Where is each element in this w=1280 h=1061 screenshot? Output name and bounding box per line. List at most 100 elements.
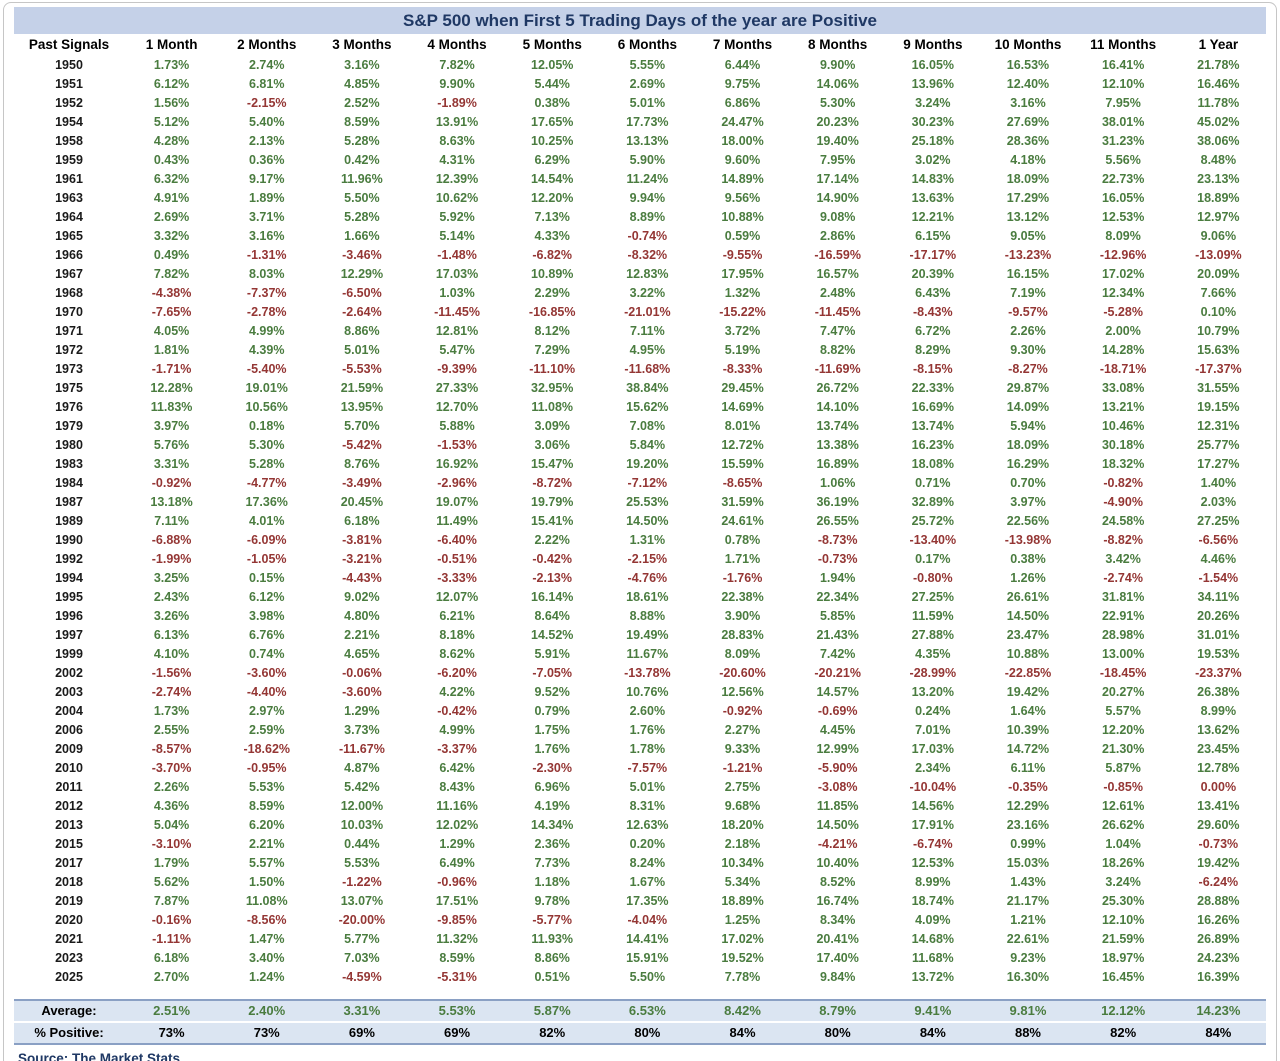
value-cell: 0.79% [534,704,570,718]
value-cell: 1.89% [249,191,285,205]
value-cell: -8.33% [722,362,763,376]
value-cell: 11.93% [531,932,574,946]
year-cell: 1983 [55,457,83,471]
value-cell: 3.98% [249,609,285,623]
value-cell: -2.13% [532,571,572,585]
value-cell: 11.96% [341,172,383,186]
value-cell: 11.68% [911,951,954,965]
value-cell: 29.60% [1197,818,1240,832]
year-row: 1966 0.49% -1.31% -3.46% -1.48% -6.82% -8.32% -… [14,246,1266,265]
column-header: 10 Months [994,37,1062,52]
value-cell: 12.78% [1197,761,1240,775]
value-cell: -6.24% [1198,875,1239,889]
value-cell: 17.65% [531,115,574,129]
value-cell: 12.53% [911,856,955,870]
column-header: 1 Year [1198,37,1239,52]
value-cell: 6.15% [915,229,951,243]
table-body: 1950 1.73% 2.74% 3.16% 7.82% 12.05% 5.55% 6.44%… [14,56,1266,987]
value-cell: 6.44% [724,58,761,72]
value-cell: 1.50% [249,875,285,889]
year-row: 1961 6.32% 9.17% 11.96% 12.39% 14.54% 11.24% 14… [14,170,1266,189]
value-cell: 3.90% [724,609,761,623]
year-row: 1971 4.05% 4.99% 8.86% 12.81% 8.12% 7.11% 3.72%… [14,322,1266,341]
value-cell: 21.59% [1101,932,1145,946]
value-cell: -0.74% [627,229,668,243]
value-cell: 8.43% [439,780,475,794]
value-cell: 9.94% [629,191,666,205]
value-cell: 16.89% [816,457,859,471]
value-cell: 31.81% [1101,590,1145,604]
value-cell: -7.05% [532,666,572,680]
year-cell: 2011 [55,780,83,794]
value-cell: -3.10% [151,837,192,851]
year-row: 2020 -0.16% -8.56% -20.00% -9.85% -5.77% -4.04… [14,911,1266,930]
value-cell: 5.57% [1105,704,1141,718]
value-cell: 11.08% [245,894,288,908]
value-cell: 9.78% [534,894,570,908]
value-cell: 22.33% [911,381,955,395]
value-cell: 27.33% [435,381,479,395]
value-cell: 8.76% [344,457,380,471]
value-cell: 16.39% [1197,970,1240,984]
value-cell: 1.18% [534,875,570,889]
value-cell: 9.06% [1200,229,1237,243]
value-cell: 17.03% [435,267,479,281]
value-cell: 13.20% [911,685,955,699]
year-row: 1980 5.76% 5.30% -5.42% -1.53% 3.06% 5.84% 12.7… [14,436,1266,455]
value-cell: 5.55% [629,58,666,72]
value-cell: 17.40% [816,951,859,965]
value-cell: -9.57% [1008,305,1048,319]
value-cell: -4.77% [246,476,287,490]
value-cell: 15.91% [626,951,669,965]
value-cell: 20.27% [1101,685,1145,699]
value-cell: 18.09% [1006,172,1050,186]
column-header: 11 Months [1090,37,1157,52]
value-cell: 14.56% [911,799,955,813]
value-cell: 1.25% [724,913,761,927]
value-cell: -6.56% [1198,533,1239,547]
value-cell: 11.24% [626,172,669,186]
value-cell: -4.90% [1103,495,1143,509]
value-cell: 6.96% [534,780,570,794]
value-cell: -8.32% [627,248,668,262]
value-cell: -6.88% [151,533,192,547]
value-cell: 8.99% [915,875,951,889]
value-cell: 14.90% [816,191,859,205]
value-cell: 13.62% [1197,723,1240,737]
column-header: 4 Months [427,37,487,52]
value-cell: -0.92% [722,704,763,718]
value-cell: 8.52% [819,875,856,889]
value-cell: 6.86% [724,96,761,110]
value-cell: 7.11% [629,324,665,338]
value-cell: 0.15% [249,571,285,585]
value-cell: 8.82% [819,343,856,357]
value-cell: 4.28% [153,134,190,148]
value-cell: 8.12% [534,324,570,338]
year-cell: 1975 [55,381,83,395]
value-cell: 16.15% [1006,267,1050,281]
value-cell: 10.56% [245,400,288,414]
value-cell: -13.78% [624,666,671,680]
value-cell: 0.78% [724,533,761,547]
average-value-cell: 5.53% [409,1000,505,1023]
year-cell: 2017 [55,856,83,870]
average-value-cell: 8.42% [694,1000,791,1023]
value-cell: -3.70% [151,761,192,775]
value-cell: 12.20% [531,191,574,205]
value-cell: 22.73% [1101,172,1145,186]
value-cell: 17.91% [911,818,955,832]
value-cell: 1.79% [153,856,190,870]
value-cell: 3.09% [534,419,570,433]
value-cell: 16.69% [911,400,955,414]
value-cell: -6.82% [532,248,572,262]
value-cell: -2.96% [437,476,477,490]
value-cell: 10.34% [721,856,764,870]
value-cell: 6.11% [1010,761,1046,775]
value-cell: 5.42% [344,780,380,794]
year-cell: 2020 [55,913,83,927]
value-cell: -11.45% [814,305,861,319]
value-cell: 3.16% [344,58,380,72]
value-cell: 4.95% [629,343,666,357]
value-cell: 17.73% [626,115,669,129]
year-cell: 1989 [55,514,83,528]
